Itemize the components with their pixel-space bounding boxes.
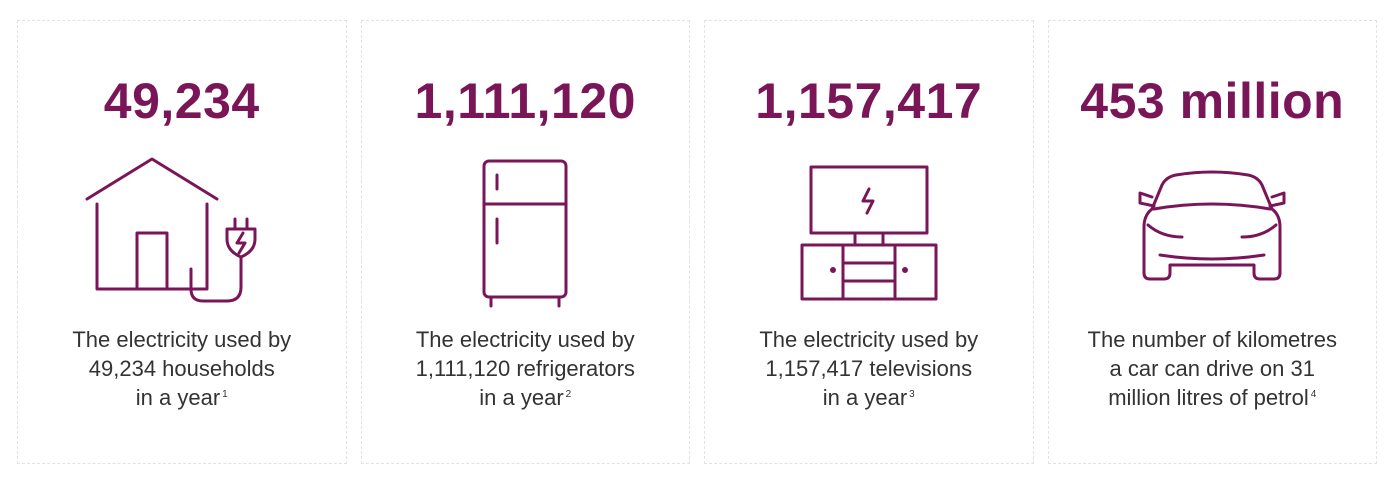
car-value: 453 million	[1080, 73, 1345, 129]
caption-line: 1,111,120 refrigerators	[415, 356, 635, 381]
caption-line: The electricity used by	[415, 327, 635, 352]
refrigerators-value: 1,111,120	[414, 73, 636, 129]
households-value: 49,234	[103, 73, 260, 129]
caption-line-text: in a year	[135, 385, 221, 410]
caption-line: a car can drive on 31	[1109, 356, 1315, 381]
refrigerators-card: 1,111,120 The electricity used by 1,111,…	[360, 20, 690, 464]
footnote-marker: 1	[222, 388, 228, 400]
footnote-marker: 2	[565, 388, 572, 400]
caption-line-text: million litres of petrol	[1108, 385, 1309, 410]
caption-line: in a year 3	[719, 383, 1019, 412]
footnote-marker: 3	[909, 388, 915, 400]
caption-line: 49,234 households	[88, 356, 275, 381]
equivalency-cards: 49,234 The electricity used by 49,234 ho…	[17, 20, 1377, 464]
car-card: 453 million The number of kilometres a c…	[1047, 20, 1377, 464]
footnote-marker: 4	[1310, 388, 1317, 400]
televisions-card: 1,157,417 The electricity used by 1,157,…	[704, 20, 1034, 464]
households-caption: The electricity used by 49,234 household…	[32, 325, 332, 412]
caption-line: million litres of petrol 4	[1062, 383, 1362, 412]
refrigerator-icon	[415, 159, 635, 309]
households-card: 49,234 The electricity used by 49,234 ho…	[17, 20, 347, 464]
caption-line: in a year 2	[375, 383, 675, 412]
televisions-caption: The electricity used by 1,157,417 televi…	[719, 325, 1019, 412]
caption-line: The electricity used by	[759, 327, 979, 352]
televisions-value: 1,157,417	[755, 73, 983, 129]
caption-line: in a year 1	[32, 383, 332, 412]
caption-line: The electricity used by	[72, 327, 292, 352]
car-caption: The number of kilometres a car can drive…	[1062, 325, 1362, 412]
house-plug-icon	[72, 157, 292, 309]
caption-line: 1,157,417 televisions	[765, 356, 973, 381]
car-icon	[1102, 159, 1322, 309]
refrigerators-caption: The electricity used by 1,111,120 refrig…	[375, 325, 675, 412]
caption-line-text: in a year	[479, 385, 564, 410]
caption-line-text: in a year	[822, 385, 908, 410]
caption-line: The number of kilometres	[1087, 327, 1337, 352]
television-icon	[759, 159, 979, 309]
